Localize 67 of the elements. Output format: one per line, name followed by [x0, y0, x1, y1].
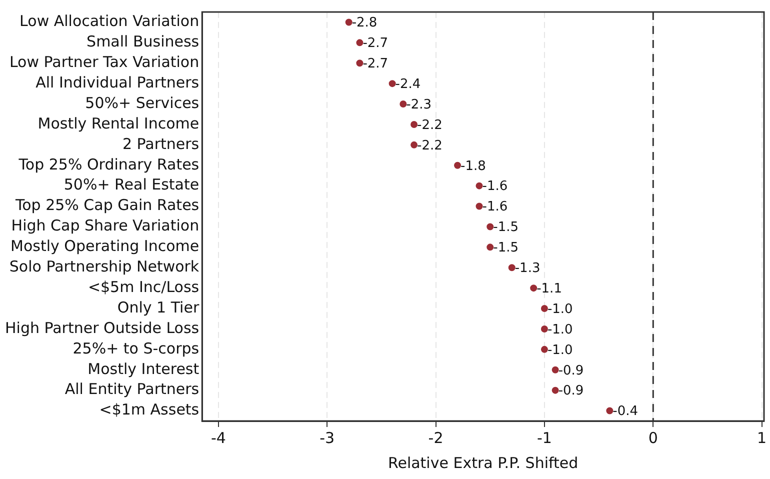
y-tick-label: Top 25% Ordinary Rates: [18, 155, 200, 174]
y-tick-label: Low Partner Tax Variation: [9, 53, 200, 72]
x-tick-label: 1: [757, 428, 767, 447]
point: [508, 264, 516, 272]
data-label: -0.4: [612, 404, 638, 420]
y-tick-label: Small Business: [86, 32, 200, 51]
point: [356, 39, 364, 46]
point: [410, 141, 418, 148]
data-label: -2.2: [417, 138, 442, 154]
x-tick-label: -4: [210, 428, 226, 447]
y-tick-label: Solo Partnership Network: [9, 258, 200, 276]
point: [540, 325, 548, 332]
y-tick-label: All Individual Partners: [36, 73, 200, 92]
point: [486, 244, 494, 251]
point: [486, 223, 494, 230]
data-label: -2.7: [362, 36, 388, 52]
y-tick-label: High Partner Outside Loss: [4, 318, 200, 337]
x-tick-label: -3: [320, 428, 335, 447]
data-label: -1.6: [482, 179, 508, 194]
point: [552, 366, 559, 374]
y-tick-label: Only 1 Tier: [117, 298, 200, 316]
x-tick-label: -2: [428, 428, 444, 447]
point: [540, 305, 548, 312]
point: [530, 284, 538, 292]
point: [400, 100, 407, 108]
y-tick-label: 50%+ Services: [85, 94, 200, 112]
data-label: -0.9: [558, 363, 584, 378]
data-label: -2.8: [352, 16, 378, 31]
point: [345, 18, 352, 26]
y-tick-label: <$1m Assets: [99, 400, 200, 419]
data-label: -1.5: [493, 240, 518, 256]
point: [454, 162, 462, 169]
y-tick-label: <$5m Inc/Loss: [88, 278, 200, 296]
point: [410, 120, 418, 128]
data-label: -2.3: [406, 97, 432, 112]
data-label: -1.3: [514, 261, 540, 276]
point: [476, 182, 483, 190]
data-label: -1.1: [536, 281, 562, 296]
point: [476, 202, 483, 210]
x-axis-title: Relative Extra P.P. Shifted: [388, 454, 578, 472]
y-tick-label: Low Allocation Variation: [20, 12, 200, 30]
data-label: -2.7: [362, 56, 388, 72]
x-tick-label: 0: [648, 428, 658, 447]
y-tick-label: High Cap Share Variation: [11, 216, 200, 235]
point: [356, 60, 364, 67]
y-tick-label: Mostly Operating Income: [10, 237, 200, 256]
data-label: -1.5: [493, 220, 518, 236]
data-label: -0.9: [558, 384, 584, 399]
point: [606, 407, 614, 414]
y-tick-label: Mostly Interest: [88, 360, 200, 378]
data-label: -1.0: [547, 342, 573, 358]
data-label: -1.0: [547, 302, 573, 317]
y-tick-label: 50%+ Real Estate: [64, 176, 200, 194]
y-tick-label: 25%+ to S-corps: [72, 339, 200, 358]
y-tick-label: All Entity Partners: [64, 380, 200, 398]
y-tick-label: 2 Partners: [122, 134, 200, 153]
data-label: -1.6: [482, 200, 508, 215]
point: [540, 346, 548, 353]
point: [552, 386, 559, 394]
data-label: -1.0: [547, 322, 573, 338]
point: [388, 80, 396, 88]
data-label: -2.2: [417, 118, 442, 133]
x-tick-label: -1: [536, 428, 552, 447]
y-tick-label: Mostly Rental Income: [38, 114, 200, 132]
y-tick-label: Top 25% Cap Gain Rates: [14, 196, 200, 214]
data-label: -2.4: [395, 76, 421, 92]
data-label: -1.8: [460, 158, 486, 174]
